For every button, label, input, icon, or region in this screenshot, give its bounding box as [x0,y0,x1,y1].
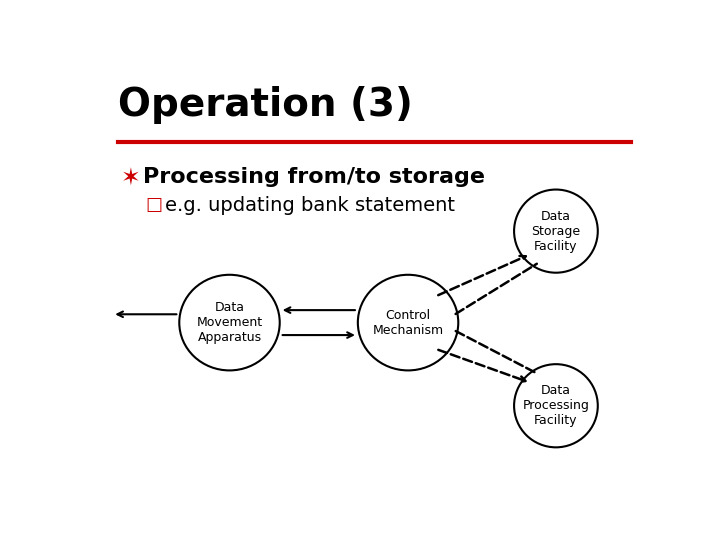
Text: Data
Movement
Apparatus: Data Movement Apparatus [197,301,263,344]
Text: □: □ [145,196,163,214]
Text: Control
Mechanism: Control Mechanism [372,308,444,336]
Text: Operation (3): Operation (3) [118,85,413,124]
Text: Processing from/to storage: Processing from/to storage [143,167,485,187]
Text: Data
Processing
Facility: Data Processing Facility [523,384,590,427]
Ellipse shape [514,190,598,273]
Ellipse shape [179,275,280,370]
Text: ✶: ✶ [121,167,140,191]
Ellipse shape [358,275,458,370]
Ellipse shape [514,364,598,447]
Text: Data
Storage
Facility: Data Storage Facility [531,210,580,253]
Text: e.g. updating bank statement: e.g. updating bank statement [166,196,455,215]
